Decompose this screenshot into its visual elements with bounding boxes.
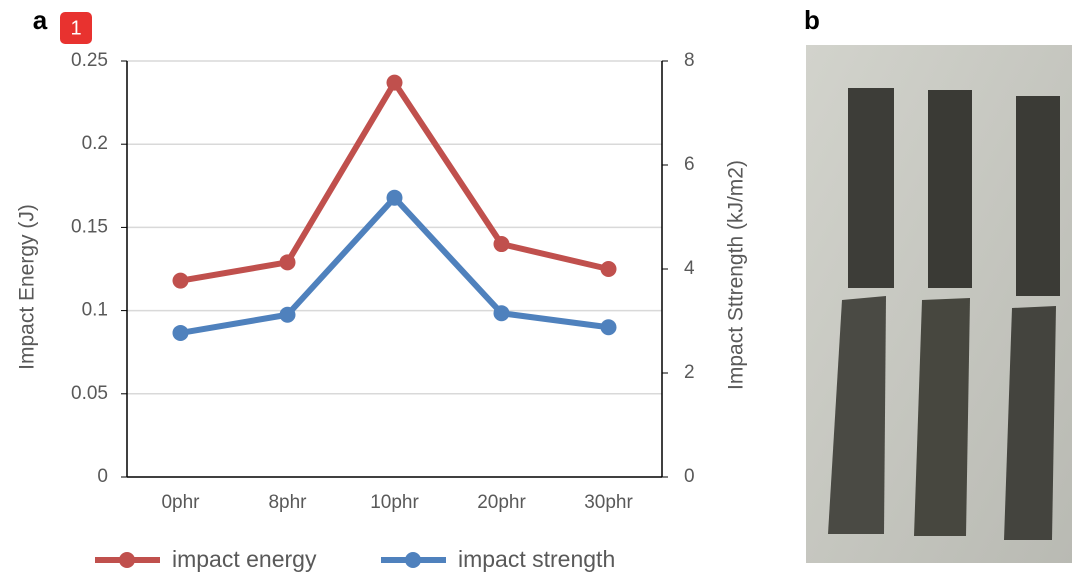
x-tick-label: 8phr (268, 492, 307, 513)
legend-label: impact strength (458, 546, 615, 572)
panel-label: b (804, 5, 820, 35)
data-point (386, 189, 403, 206)
y-tick-label: 0.25 (71, 50, 108, 71)
y2-axis-label: Impact Sttrength (kJ/m2) (725, 160, 748, 390)
series-line (179, 79, 610, 284)
specimen-photo (806, 45, 1072, 563)
x-tick-label: 10phr (370, 492, 419, 513)
data-point (493, 305, 510, 322)
panel-label: a (33, 5, 48, 35)
y-tick-label: 0.1 (82, 300, 108, 321)
y2-tick-label: 2 (684, 362, 695, 383)
y2-tick-label: 4 (684, 258, 695, 279)
data-point (493, 236, 510, 253)
y-axis-label: Impact Energy (J) (16, 204, 39, 370)
series-line (179, 194, 609, 336)
legend-marker (119, 552, 135, 568)
y-tick-label: 0 (97, 466, 108, 487)
data-point (279, 306, 296, 323)
data-point (600, 319, 617, 336)
marker-badge (60, 12, 92, 44)
legend-marker (405, 552, 421, 568)
data-point (600, 261, 617, 277)
data-point (386, 74, 403, 91)
y2-tick-label: 0 (684, 466, 695, 487)
data-point (172, 324, 189, 341)
y2-tick-label: 8 (684, 50, 695, 71)
legend-label: impact energy (172, 546, 317, 572)
data-point (279, 254, 296, 271)
y-tick-label: 0.2 (82, 133, 108, 154)
x-tick-label: 30phr (584, 492, 633, 513)
x-tick-label: 0phr (161, 492, 200, 513)
y2-tick-label: 6 (684, 154, 695, 175)
data-point (172, 272, 189, 289)
x-tick-label: 20phr (477, 492, 526, 513)
marker-label: 1 (70, 17, 81, 39)
y-tick-label: 0.15 (71, 216, 108, 237)
y-tick-label: 0.05 (71, 383, 108, 404)
